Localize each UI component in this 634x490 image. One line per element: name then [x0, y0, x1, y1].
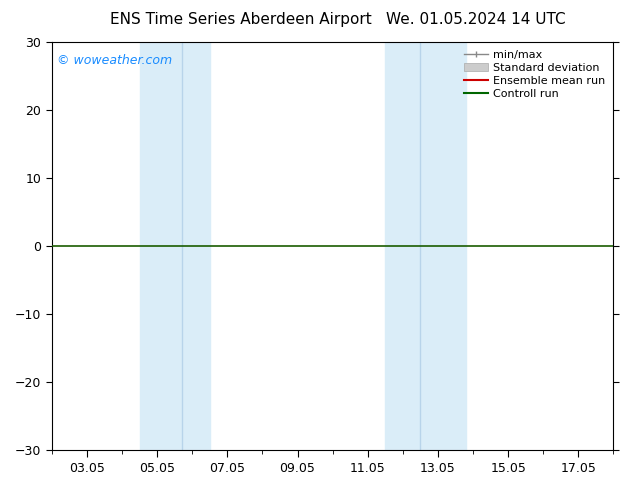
Bar [385, 42, 466, 450]
Text: ENS Time Series Aberdeen Airport: ENS Time Series Aberdeen Airport [110, 12, 372, 27]
Bar [139, 42, 210, 450]
Legend: min/max, Standard deviation, Ensemble mean run, Controll run: min/max, Standard deviation, Ensemble me… [462, 48, 607, 101]
Text: We. 01.05.2024 14 UTC: We. 01.05.2024 14 UTC [385, 12, 566, 27]
Text: © woweather.com: © woweather.com [58, 54, 172, 67]
